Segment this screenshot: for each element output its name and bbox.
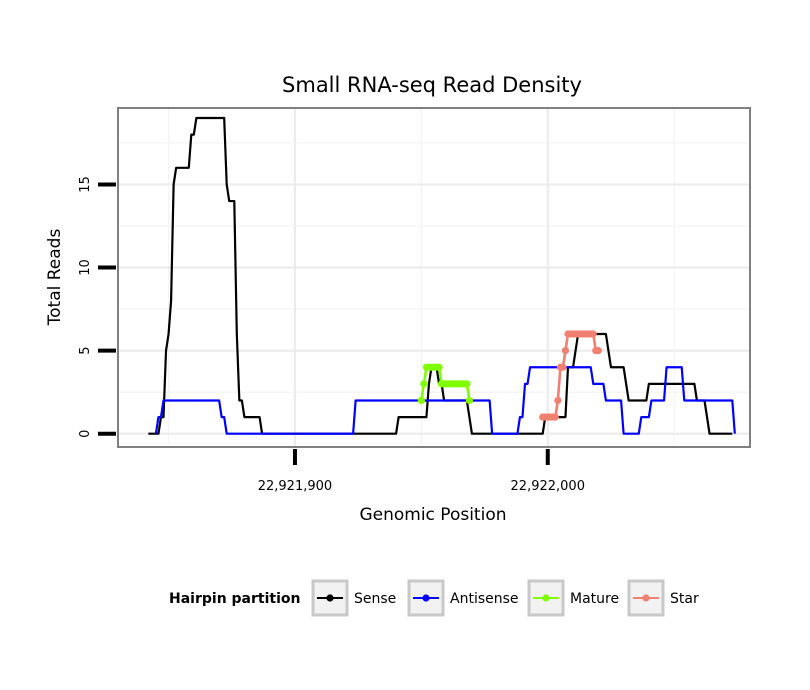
data-point-mature (465, 396, 473, 405)
plot-panel-border (117, 107, 751, 448)
legend-key-dot (542, 594, 550, 602)
legend-item-antisense: Antisense (407, 579, 519, 617)
data-point-star (589, 330, 597, 338)
legend-items: Sense Antisense Mature Star (311, 579, 699, 617)
data-point-star (561, 347, 570, 355)
chart-title: Small RNA-seq Read Density (282, 73, 582, 97)
legend-item-mature: Mature (527, 579, 619, 617)
data-point-mature (435, 363, 443, 371)
grid-lines (118, 108, 750, 447)
y-tick-label: 0 (78, 430, 93, 438)
legend-label-antisense: Antisense (450, 591, 519, 607)
data-point-star (594, 347, 602, 355)
x-tick-label: 22,922,000 (511, 479, 585, 494)
legend-item-star: Star (627, 579, 699, 617)
data-point-mature (463, 380, 471, 388)
legend-label-mature: Mature (570, 591, 619, 607)
data-point-star (554, 396, 562, 405)
x-tick-label: 22,921,900 (258, 479, 332, 494)
data-point-mature (417, 396, 425, 405)
series-layer (148, 116, 736, 435)
legend-key-dot (422, 594, 430, 602)
legend-item-sense: Sense (311, 579, 396, 617)
legend-key-dot (326, 594, 334, 602)
data-point-star (559, 363, 567, 371)
data-point-mature (420, 380, 428, 388)
series-star (539, 330, 602, 421)
series-antisense (154, 366, 736, 435)
y-tick-label: 5 (78, 346, 93, 354)
series-mature (417, 363, 473, 405)
legend-label-star: Star (670, 591, 699, 607)
legend-title: Hairpin partition (169, 591, 300, 607)
x-axis-title: Genomic Position (359, 505, 506, 525)
y-axis-title: Total Reads (45, 229, 65, 327)
y-tick-label: 10 (78, 259, 93, 276)
data-point-star (551, 413, 559, 421)
y-tick-label: 15 (78, 176, 93, 193)
legend-key-dot (642, 594, 650, 602)
axes: 22,921,900 22,922,000 0 5 10 15 (78, 176, 585, 494)
legend: Hairpin partition Sense Antisense Mature St… (169, 579, 699, 617)
legend-label-sense: Sense (354, 591, 396, 607)
series-line-antisense (154, 366, 736, 435)
plot-panel (118, 108, 750, 447)
